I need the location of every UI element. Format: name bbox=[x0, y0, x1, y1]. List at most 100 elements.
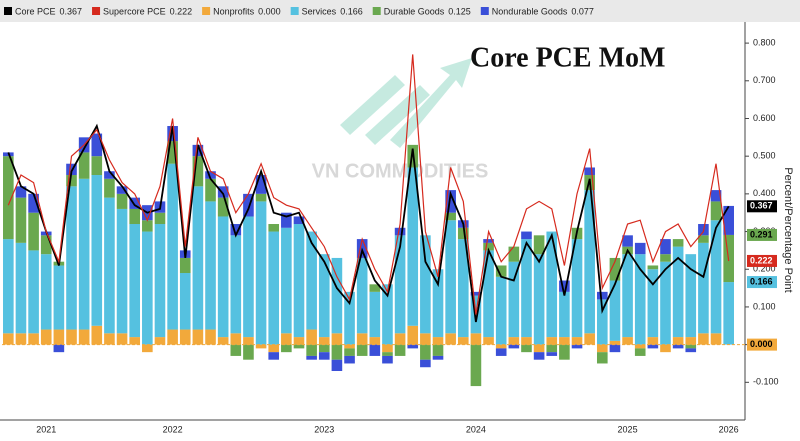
bar-segment bbox=[596, 299, 608, 345]
bar-segment bbox=[445, 333, 456, 345]
bar-segment bbox=[672, 337, 684, 345]
axis-value-label: 0.291 bbox=[750, 229, 773, 239]
bar-segment bbox=[407, 325, 419, 345]
bar-segment bbox=[483, 250, 494, 338]
bar-segment bbox=[698, 333, 709, 345]
bar-segment bbox=[154, 212, 166, 225]
bar-segment bbox=[382, 352, 393, 356]
legend-swatch bbox=[290, 7, 299, 15]
bar-segment bbox=[647, 269, 659, 338]
y-axis-label: Percent/Percentage Point bbox=[782, 167, 794, 292]
bar-segment bbox=[609, 280, 621, 341]
bar-segment bbox=[167, 141, 178, 164]
bar-segment bbox=[672, 344, 684, 349]
bar-segment bbox=[647, 337, 659, 345]
bar-segment bbox=[407, 344, 419, 349]
axis-value-box bbox=[747, 338, 777, 351]
y-tick-label: -0.100 bbox=[753, 377, 779, 387]
arrow-stroke bbox=[365, 85, 430, 145]
bar-segment bbox=[483, 242, 494, 251]
bar-segment bbox=[559, 337, 570, 345]
axis-value-box bbox=[747, 200, 777, 213]
chart-title: Core PCE MoM bbox=[470, 42, 665, 73]
bar-segment bbox=[66, 329, 77, 345]
bar-segment bbox=[104, 171, 115, 179]
bar-segment bbox=[609, 344, 621, 353]
bar-segment bbox=[205, 178, 216, 202]
bar-segment bbox=[281, 344, 292, 353]
bar-segment bbox=[331, 257, 343, 334]
axis-value-box bbox=[747, 276, 777, 289]
bar-segment bbox=[142, 344, 153, 353]
bar-segment bbox=[78, 152, 90, 179]
axis-value-label: 0.000 bbox=[750, 339, 773, 349]
bar-segment bbox=[685, 344, 697, 349]
bar-segment bbox=[230, 344, 242, 356]
axis-value-box bbox=[747, 254, 777, 267]
bar-segment bbox=[571, 239, 583, 338]
legend-name: Services bbox=[302, 6, 337, 16]
bar-segment bbox=[382, 355, 393, 364]
bar-segment bbox=[53, 329, 65, 345]
bar-segment bbox=[710, 190, 722, 202]
bar-segment bbox=[40, 329, 52, 345]
bar-segment bbox=[369, 284, 381, 292]
bar-segment bbox=[609, 340, 621, 345]
axis-value-label: 0.222 bbox=[750, 255, 773, 265]
legend-value: 0.000 bbox=[258, 6, 281, 16]
bar-segment bbox=[318, 254, 330, 338]
bar-segment bbox=[495, 344, 507, 349]
bar-segment bbox=[129, 208, 141, 225]
bar-segment bbox=[457, 239, 469, 338]
bar-segment bbox=[710, 220, 722, 334]
bar-segment bbox=[546, 337, 558, 345]
legend-swatch bbox=[372, 7, 381, 15]
bar-segment bbox=[394, 227, 406, 236]
bar-segment bbox=[420, 359, 431, 368]
bar-segment bbox=[217, 337, 229, 345]
bar-segment bbox=[91, 175, 103, 326]
bar-segment bbox=[293, 337, 305, 345]
bar-segment bbox=[306, 231, 317, 330]
bar-segment bbox=[521, 344, 532, 353]
bar-segment bbox=[40, 254, 52, 330]
bar-segment bbox=[281, 212, 292, 228]
bar-segment bbox=[255, 175, 267, 194]
bar-segment bbox=[91, 133, 103, 157]
bar-segment bbox=[394, 344, 406, 356]
y-tick-label: 0.500 bbox=[753, 151, 776, 161]
bar-segment bbox=[698, 235, 709, 243]
bar-segment bbox=[66, 175, 77, 187]
bar-segment bbox=[634, 344, 646, 349]
bar-segment bbox=[634, 254, 646, 345]
bar-segment bbox=[647, 265, 659, 270]
bar-segment bbox=[142, 231, 153, 345]
bar-segment bbox=[154, 224, 166, 338]
bar-segment bbox=[306, 344, 317, 356]
bar-segment bbox=[356, 257, 368, 334]
bar-segment bbox=[167, 163, 178, 330]
legend-value: 0.125 bbox=[448, 6, 471, 16]
x-tick-label: 2025 bbox=[618, 424, 638, 434]
bar-segment bbox=[243, 193, 254, 217]
bar-segment bbox=[3, 239, 14, 334]
bar-segment bbox=[344, 348, 355, 356]
bar-segment bbox=[331, 333, 343, 345]
bar-segment bbox=[369, 291, 381, 338]
bar-segment bbox=[559, 280, 570, 292]
y-tick-label: 0.800 bbox=[753, 37, 776, 47]
bar-segment bbox=[609, 257, 621, 281]
bar-segment bbox=[470, 344, 482, 387]
bar-segment bbox=[483, 337, 494, 345]
bar-segment bbox=[698, 242, 709, 334]
bar-segment bbox=[546, 352, 558, 356]
bar-segment bbox=[318, 344, 330, 353]
bar-segment bbox=[533, 254, 545, 345]
bar-segment bbox=[622, 235, 633, 247]
axis-value-label: 0.367 bbox=[750, 201, 773, 211]
bar-segment bbox=[28, 250, 39, 334]
bar-segment bbox=[91, 325, 103, 345]
bar-segment bbox=[78, 178, 90, 330]
bar-segment bbox=[281, 333, 292, 345]
bar-segment bbox=[230, 235, 242, 334]
